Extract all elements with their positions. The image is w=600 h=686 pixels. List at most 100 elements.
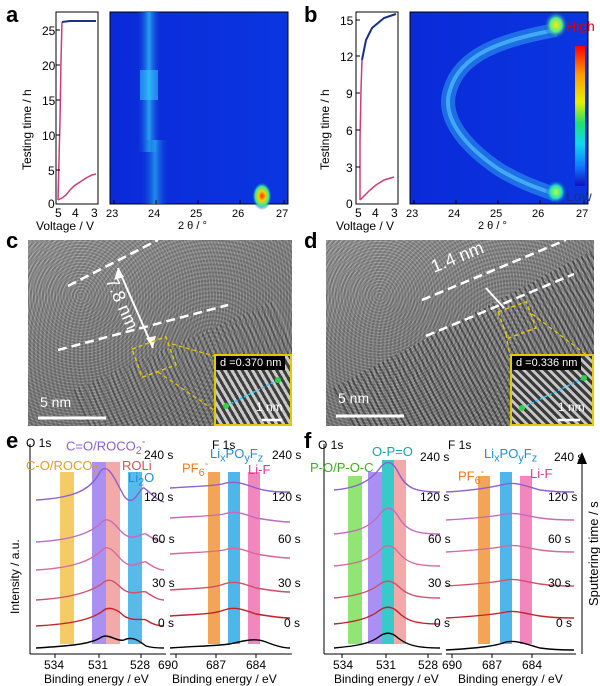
f-o1s-label: O 1s (318, 438, 344, 452)
tem-d-scale: 5 nm (338, 390, 370, 406)
f-o1s-axis-label: Binding energy / eV (334, 672, 439, 686)
e-label-co: C-O/ROCO2 (26, 458, 99, 477)
e-f1s-time-60: 60 s (278, 532, 301, 546)
panel-label-b: b (304, 2, 318, 27)
e-o1s-label: O 1s (26, 436, 52, 450)
e-label-li2o: Li2O (128, 470, 155, 489)
e-o1s-time-0: 0 s (158, 616, 175, 630)
e-f1s-tick-690: 690 (158, 658, 179, 672)
b-2theta-tick-26: 26 (532, 208, 545, 220)
f-label-pf6: PF6- (458, 466, 485, 487)
tem-d-d-spacing: d =0.336 nm (512, 356, 582, 370)
f-o1s-time-120: 120 s (420, 490, 450, 504)
e-f1s-time-30: 30 s (278, 576, 301, 590)
b-voltage-tick-4: 4 (372, 206, 379, 220)
panel-b-charge-curve (361, 13, 397, 61)
b-2theta-tick-27: 27 (576, 208, 589, 220)
panel-b-voltage-curve (359, 176, 395, 201)
f-f1s-tick-684: 684 (522, 658, 543, 672)
panel-a-voltage-curve (57, 173, 97, 201)
a-voltage-tick-4: 4 (72, 206, 79, 220)
a-2theta-tick-23: 23 (106, 208, 119, 220)
a-2theta-tick-24: 24 (148, 208, 161, 220)
e-f1s-axis-label: Binding energy / eV (172, 672, 277, 686)
colorbar-low-label: Low (566, 188, 592, 204)
b-time-tick-15: 15 (340, 14, 354, 28)
b-2theta-tick-23: 23 (406, 208, 419, 220)
e-label-roli: ROLi (122, 458, 152, 473)
b-time-axis-label: Testing time / h (318, 89, 332, 170)
b-time-tick-3: 3 (346, 161, 353, 175)
a-time-axis-label: Testing time / h (20, 89, 34, 170)
e-o1s-tick-534: 534 (44, 658, 65, 672)
f-f1s-tick-687: 687 (482, 658, 503, 672)
b-time-tick-9: 9 (346, 87, 353, 101)
f-f1s-tick-690: 690 (442, 658, 463, 672)
a-voltage-tick-3: 3 (91, 206, 98, 220)
panel-label-a: a (6, 2, 19, 27)
tem-c-annotations (38, 240, 282, 422)
f-o1s-tick-531: 531 (376, 658, 397, 672)
sputtering-time-axis-label: Sputtering time / s (586, 501, 600, 606)
e-o1s-tick-531: 531 (88, 658, 109, 672)
e-label-lif: Li-F (248, 462, 271, 477)
b-voltage-tick-5: 5 (355, 206, 362, 220)
tem-d-inset-scale: 1 nm (558, 400, 585, 414)
panel-b-plot (355, 11, 589, 205)
f-o1s-time-30: 30 s (428, 576, 451, 590)
e-o1s-tick-528: 528 (130, 658, 151, 672)
panel-a-plot (55, 11, 289, 210)
b-time-tick-0: 0 (346, 197, 353, 211)
e-label-co3: C=O/ROCO2- (66, 436, 146, 457)
f-f1s-axis-label: Binding energy / eV (458, 672, 563, 686)
e-o1s-axis-label: Binding energy / eV (44, 672, 149, 686)
f-f1s-time-120: 120 s (548, 490, 578, 504)
e-f1s-tick-684: 684 (246, 658, 267, 672)
colorbar (575, 46, 585, 186)
panel-a-charge-curve (61, 20, 96, 23)
f-o1s-time-60: 60 s (428, 532, 451, 546)
f-f1s-label: F 1s (448, 438, 472, 452)
b-time-tick-12: 12 (340, 50, 354, 64)
b-2theta-tick-24: 24 (448, 208, 461, 220)
panel-label-f: f (304, 428, 312, 453)
e-f1s-time-0: 0 s (284, 616, 301, 630)
f-label-pop: P-O/P-O-C (310, 460, 374, 475)
a-time-tick-10: 10 (42, 129, 56, 143)
b-2theta-tick-25: 25 (490, 208, 503, 220)
f-f1s-time-30: 30 s (548, 576, 571, 590)
a-2theta-tick-26: 26 (232, 208, 245, 220)
a-voltage-tick-5: 5 (55, 206, 62, 220)
e-o1s-time-240: 240 s (144, 448, 174, 462)
f-f1s-time-60: 60 s (548, 532, 571, 546)
e-o1s-time-60: 60 s (152, 532, 175, 546)
tem-c-inset-scale: 1 nm (256, 400, 283, 414)
a-voltage-axis-label: Voltage / V (36, 219, 95, 233)
b-voltage-axis-label: Voltage / V (336, 219, 395, 233)
panel-label-d: d (304, 228, 318, 253)
a-time-tick-0: 0 (48, 197, 55, 211)
f-label-lipoyfz: LixPOyFz (484, 446, 538, 465)
f-label-lif: Li-F (530, 466, 553, 481)
a-2theta-axis-label: 2 θ / ° (178, 220, 207, 232)
f-f1s-time-240: 240 s (554, 450, 584, 464)
colorbar-high-label: High (566, 18, 595, 34)
a-2theta-tick-27: 27 (276, 208, 289, 220)
e-label-pf6: PF6- (182, 458, 209, 479)
e-label-lipoyfz: LixPOyFz (210, 446, 264, 465)
panel-label-c: c (6, 228, 19, 253)
panel-label-e: e (6, 428, 19, 453)
e-f1s-time-120: 120 s (272, 490, 302, 504)
f-o1s-tick-528: 528 (418, 658, 439, 672)
tem-c-scale: 5 nm (40, 394, 72, 410)
tem-image-c: d =0.370 nm 1 nm 5 nm (28, 240, 292, 426)
xps-f-plot (323, 444, 587, 658)
a-time-tick-20: 20 (42, 59, 56, 73)
e-f1s-tick-687: 687 (206, 658, 227, 672)
e-intensity-axis-label: Intensity / a.u. (8, 539, 22, 614)
a-time-tick-25: 25 (42, 24, 56, 38)
f-label-opo: O-P=O (372, 444, 413, 459)
tem-c-inset: d =0.370 nm 1 nm (214, 354, 292, 426)
e-o1s-time-30: 30 s (152, 576, 175, 590)
